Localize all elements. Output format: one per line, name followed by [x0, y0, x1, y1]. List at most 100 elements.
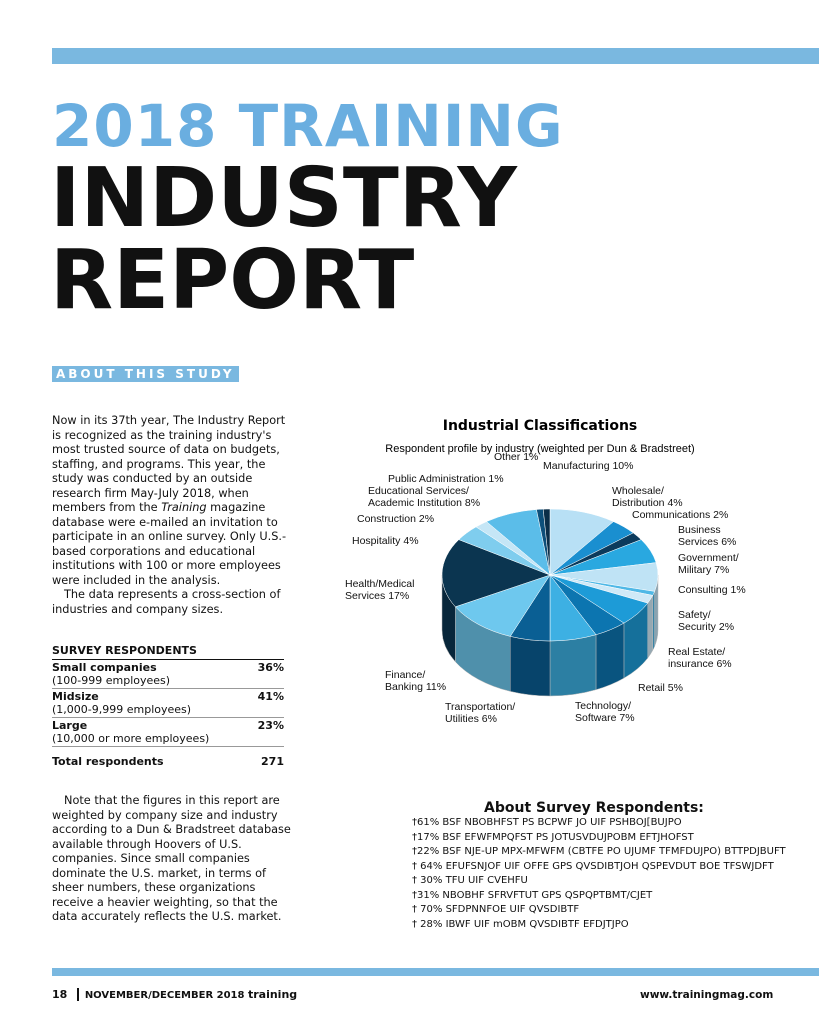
about-item: †31% NBOBHF SFRVFTUT GPS QSPQPTBMT/CJET	[412, 889, 653, 901]
pie-value: 5%	[667, 682, 683, 694]
pie-value: 10%	[612, 460, 634, 472]
respondents-table: SURVEY RESPONDENTS Small companies (100-9…	[52, 644, 284, 769]
pie-value: 8%	[464, 497, 481, 509]
pie	[441, 508, 659, 697]
brand: training	[247, 988, 298, 1001]
footer-left: 18 NOVEMBER/DECEMBER 2018 training	[52, 988, 297, 1001]
pie-value: 2%	[713, 509, 729, 521]
pie-category: Transportation/ Utilities	[445, 701, 516, 725]
row-sub: (10,000 or more employees)	[52, 732, 210, 745]
cell: Large (10,000 or more employees)	[52, 718, 251, 747]
pie-label: Finance/ Banking 11%	[385, 669, 455, 693]
about-item: † 70% SFDPNNFOE UIF QVSDIBTF	[412, 904, 580, 915]
pie-label: Real Estate/ insurance 6%	[668, 646, 758, 670]
pie-category: Government/ Military	[678, 552, 739, 576]
pie-category: Finance/ Banking	[385, 669, 426, 693]
url: www.trainingmag.com	[640, 989, 774, 1001]
table-row: Large (10,000 or more employees) 23%	[52, 718, 284, 747]
row-label: Midsize	[52, 690, 99, 703]
row-value: 41%	[257, 690, 284, 703]
pie-value: 2%	[718, 621, 735, 633]
intro-text: Now in its 37th year, The Industry Repor…	[52, 414, 286, 514]
pie-value: 4%	[403, 535, 419, 547]
pie-value: 17%	[388, 590, 410, 602]
pie-label: Consulting 1%	[678, 584, 758, 596]
pie-label: Transportation/ Utilities 6%	[445, 701, 545, 725]
table: Small companies (100-999 employees) 36% Mid…	[52, 660, 284, 769]
chart-subtitle: Respondent profile by industry (weighted…	[385, 443, 694, 455]
pie-value: 1%	[730, 584, 746, 596]
slice	[441, 539, 551, 608]
pie-label: Business Services 6%	[678, 524, 758, 548]
pie-label: Hospitality 4%	[352, 535, 442, 547]
pie-label: Health/Medical Services 17%	[345, 578, 435, 602]
intro-second: The data represents a cross-section of i…	[52, 588, 281, 616]
row-sub: (100-999 employees)	[52, 674, 171, 687]
pie-label: Technology/ Software 7%	[575, 700, 655, 724]
pie-label: Construction 2%	[357, 513, 457, 525]
pie-category: Consulting	[678, 584, 728, 596]
row-value: 36%	[257, 661, 284, 674]
pie-label: Educational Services/ Academic Instituti…	[368, 485, 498, 509]
pie-value: 6%	[721, 536, 737, 548]
total-row: Total respondents 271	[52, 747, 284, 770]
pie-category: Educational Services/ Academic Instituti…	[368, 485, 469, 509]
pie-value: 4%	[667, 497, 683, 509]
pie-label: Safety/ Security 2%	[678, 609, 748, 633]
pie-value: 11%	[425, 681, 447, 693]
about-item: † 28% IBWF UIF mOBM QVSDIBTF EFDJTJPO	[412, 918, 629, 930]
row-label: Large	[52, 719, 88, 732]
pie-value: 6%	[716, 658, 732, 670]
cell: Small companies (100-999 employees)	[52, 660, 251, 689]
slice	[454, 574, 551, 637]
pie-category: Public Administration	[388, 473, 486, 485]
pie-category: Wholesale/ Distribution	[612, 485, 665, 509]
pie-category: Construction	[357, 513, 416, 525]
pie-category: Health/Medical Services	[345, 578, 415, 602]
pie-value: 7%	[619, 712, 635, 724]
row-value: 23%	[257, 719, 284, 732]
slice-side	[509, 636, 551, 697]
slice-side	[652, 591, 655, 651]
pie-category: Technology/ Software	[575, 700, 632, 724]
table-row: Small companies (100-999 employees) 36%	[52, 660, 284, 689]
pie-label: Government/ Military 7%	[678, 552, 758, 576]
note: Note that the figures in this report are…	[52, 794, 291, 923]
about-item: † 64% EFUFSNJOF UIF OFFE GPS QVSDIBTJOH …	[412, 860, 774, 872]
table-row: Midsize (1,000-9,999 employees) 41%	[52, 689, 284, 718]
table-title: SURVEY RESPONDENTS	[52, 644, 284, 660]
pie-value: 6%	[481, 713, 497, 725]
cell: Midsize (1,000-9,999 employees)	[52, 689, 251, 718]
pie-category: Safety/ Security	[678, 609, 716, 633]
issue: NOVEMBER/DECEMBER 2018	[84, 990, 245, 1001]
top-bar	[52, 48, 819, 64]
about-item: †22% BSF NJE-UP MPX-MFWFM (CBTFE PO UJUM…	[412, 846, 786, 857]
total-value: 271	[261, 755, 284, 768]
slice-side	[647, 595, 653, 659]
pie-value: 1%	[523, 451, 539, 463]
pie-category: Manufacturing	[543, 460, 610, 472]
about-title: About Survey Respondents:	[484, 800, 704, 816]
pie-value: 2%	[418, 513, 435, 525]
pie-category: Hospitality	[352, 535, 401, 547]
pie-label: Communications 2%	[632, 509, 742, 521]
pie-value: 1%	[488, 473, 504, 485]
about-list: †61% BSF NBOBHFST PS BCPWF JO UIF PSHBOJ…	[412, 816, 802, 932]
slice	[542, 508, 551, 576]
slice-side	[549, 634, 597, 697]
pie-label: Other 1%	[494, 451, 564, 463]
pie-label: Manufacturing 10%	[543, 460, 683, 472]
about-item: †61% BSF NBOBHFST PS BCPWF JO UIF PSHBOJ…	[412, 817, 682, 828]
title-line1: 2018 TRAINING	[52, 92, 564, 160]
intro-text: magazine database were e-mailed an invit…	[52, 501, 287, 587]
pie-category: Retail	[638, 682, 665, 694]
total-label: Total respondents	[52, 755, 164, 768]
pie-category: Business Services	[678, 524, 721, 548]
pie-label: Wholesale/ Distribution 4%	[612, 485, 712, 509]
pie-label: Retail 5%	[638, 682, 708, 694]
row-label: Small companies	[52, 661, 157, 674]
about-item: †17% BSF EFWFMPQFST PS JOTUSVDUJPOBM EFT…	[412, 831, 694, 843]
row-sub: (1,000-9,999 employees)	[52, 703, 192, 716]
title-line2: INDUSTRY	[50, 151, 517, 246]
